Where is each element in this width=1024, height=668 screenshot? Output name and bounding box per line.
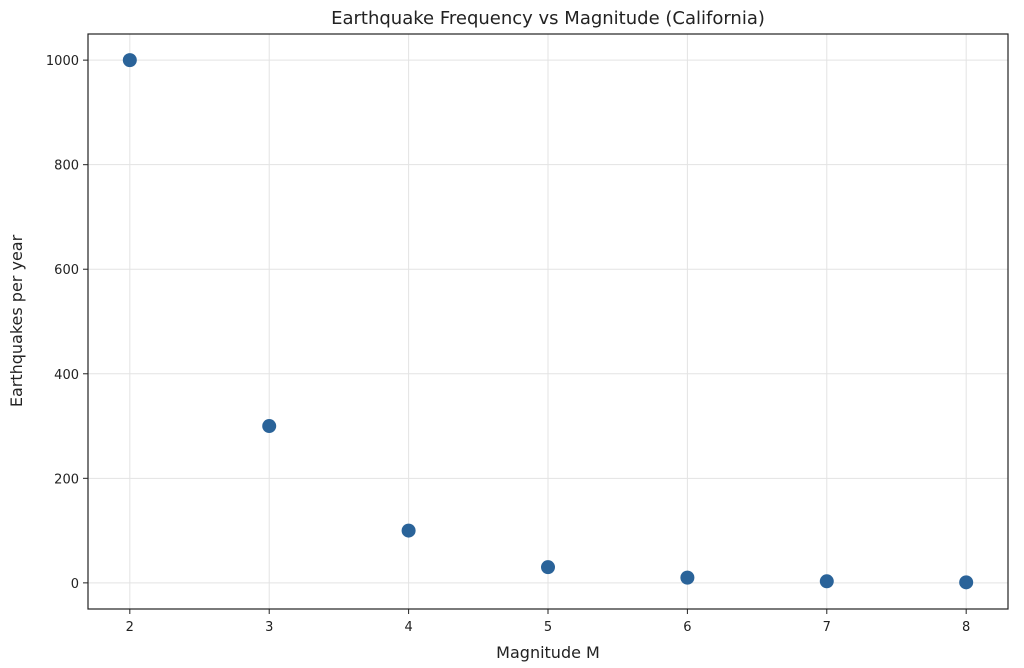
y-tick-label: 600	[54, 263, 79, 278]
x-tick-label: 5	[544, 620, 552, 635]
chart-title: Earthquake Frequency vs Magnitude (Calif…	[331, 8, 765, 29]
x-tick-label: 8	[962, 620, 970, 635]
data-point	[680, 570, 695, 585]
data-point	[262, 419, 277, 434]
y-axis-label: Earthquakes per year	[7, 234, 26, 407]
x-tick-label: 3	[265, 620, 273, 635]
x-axis-ticks: 2 3 4 5 6 7 8	[126, 609, 970, 635]
data-point	[959, 575, 974, 590]
data-point	[401, 523, 416, 538]
y-tick-label: 1000	[46, 54, 79, 69]
y-tick-label: 200	[54, 472, 79, 487]
x-tick-label: 7	[823, 620, 831, 635]
y-axis-ticks: 0 200 400 600 800 1000	[46, 54, 88, 592]
grid-lines	[88, 34, 1008, 609]
y-tick-label: 400	[54, 368, 79, 383]
y-tick-label: 0	[71, 577, 79, 592]
x-axis-label: Magnitude M	[496, 643, 600, 662]
data-point	[122, 53, 137, 68]
data-point	[541, 560, 555, 575]
x-tick-label: 6	[683, 620, 691, 635]
data-point	[819, 574, 834, 589]
y-tick-label: 800	[54, 159, 79, 174]
data-points	[122, 53, 974, 590]
x-tick-label: 4	[404, 620, 412, 635]
x-tick-label: 2	[126, 620, 134, 635]
